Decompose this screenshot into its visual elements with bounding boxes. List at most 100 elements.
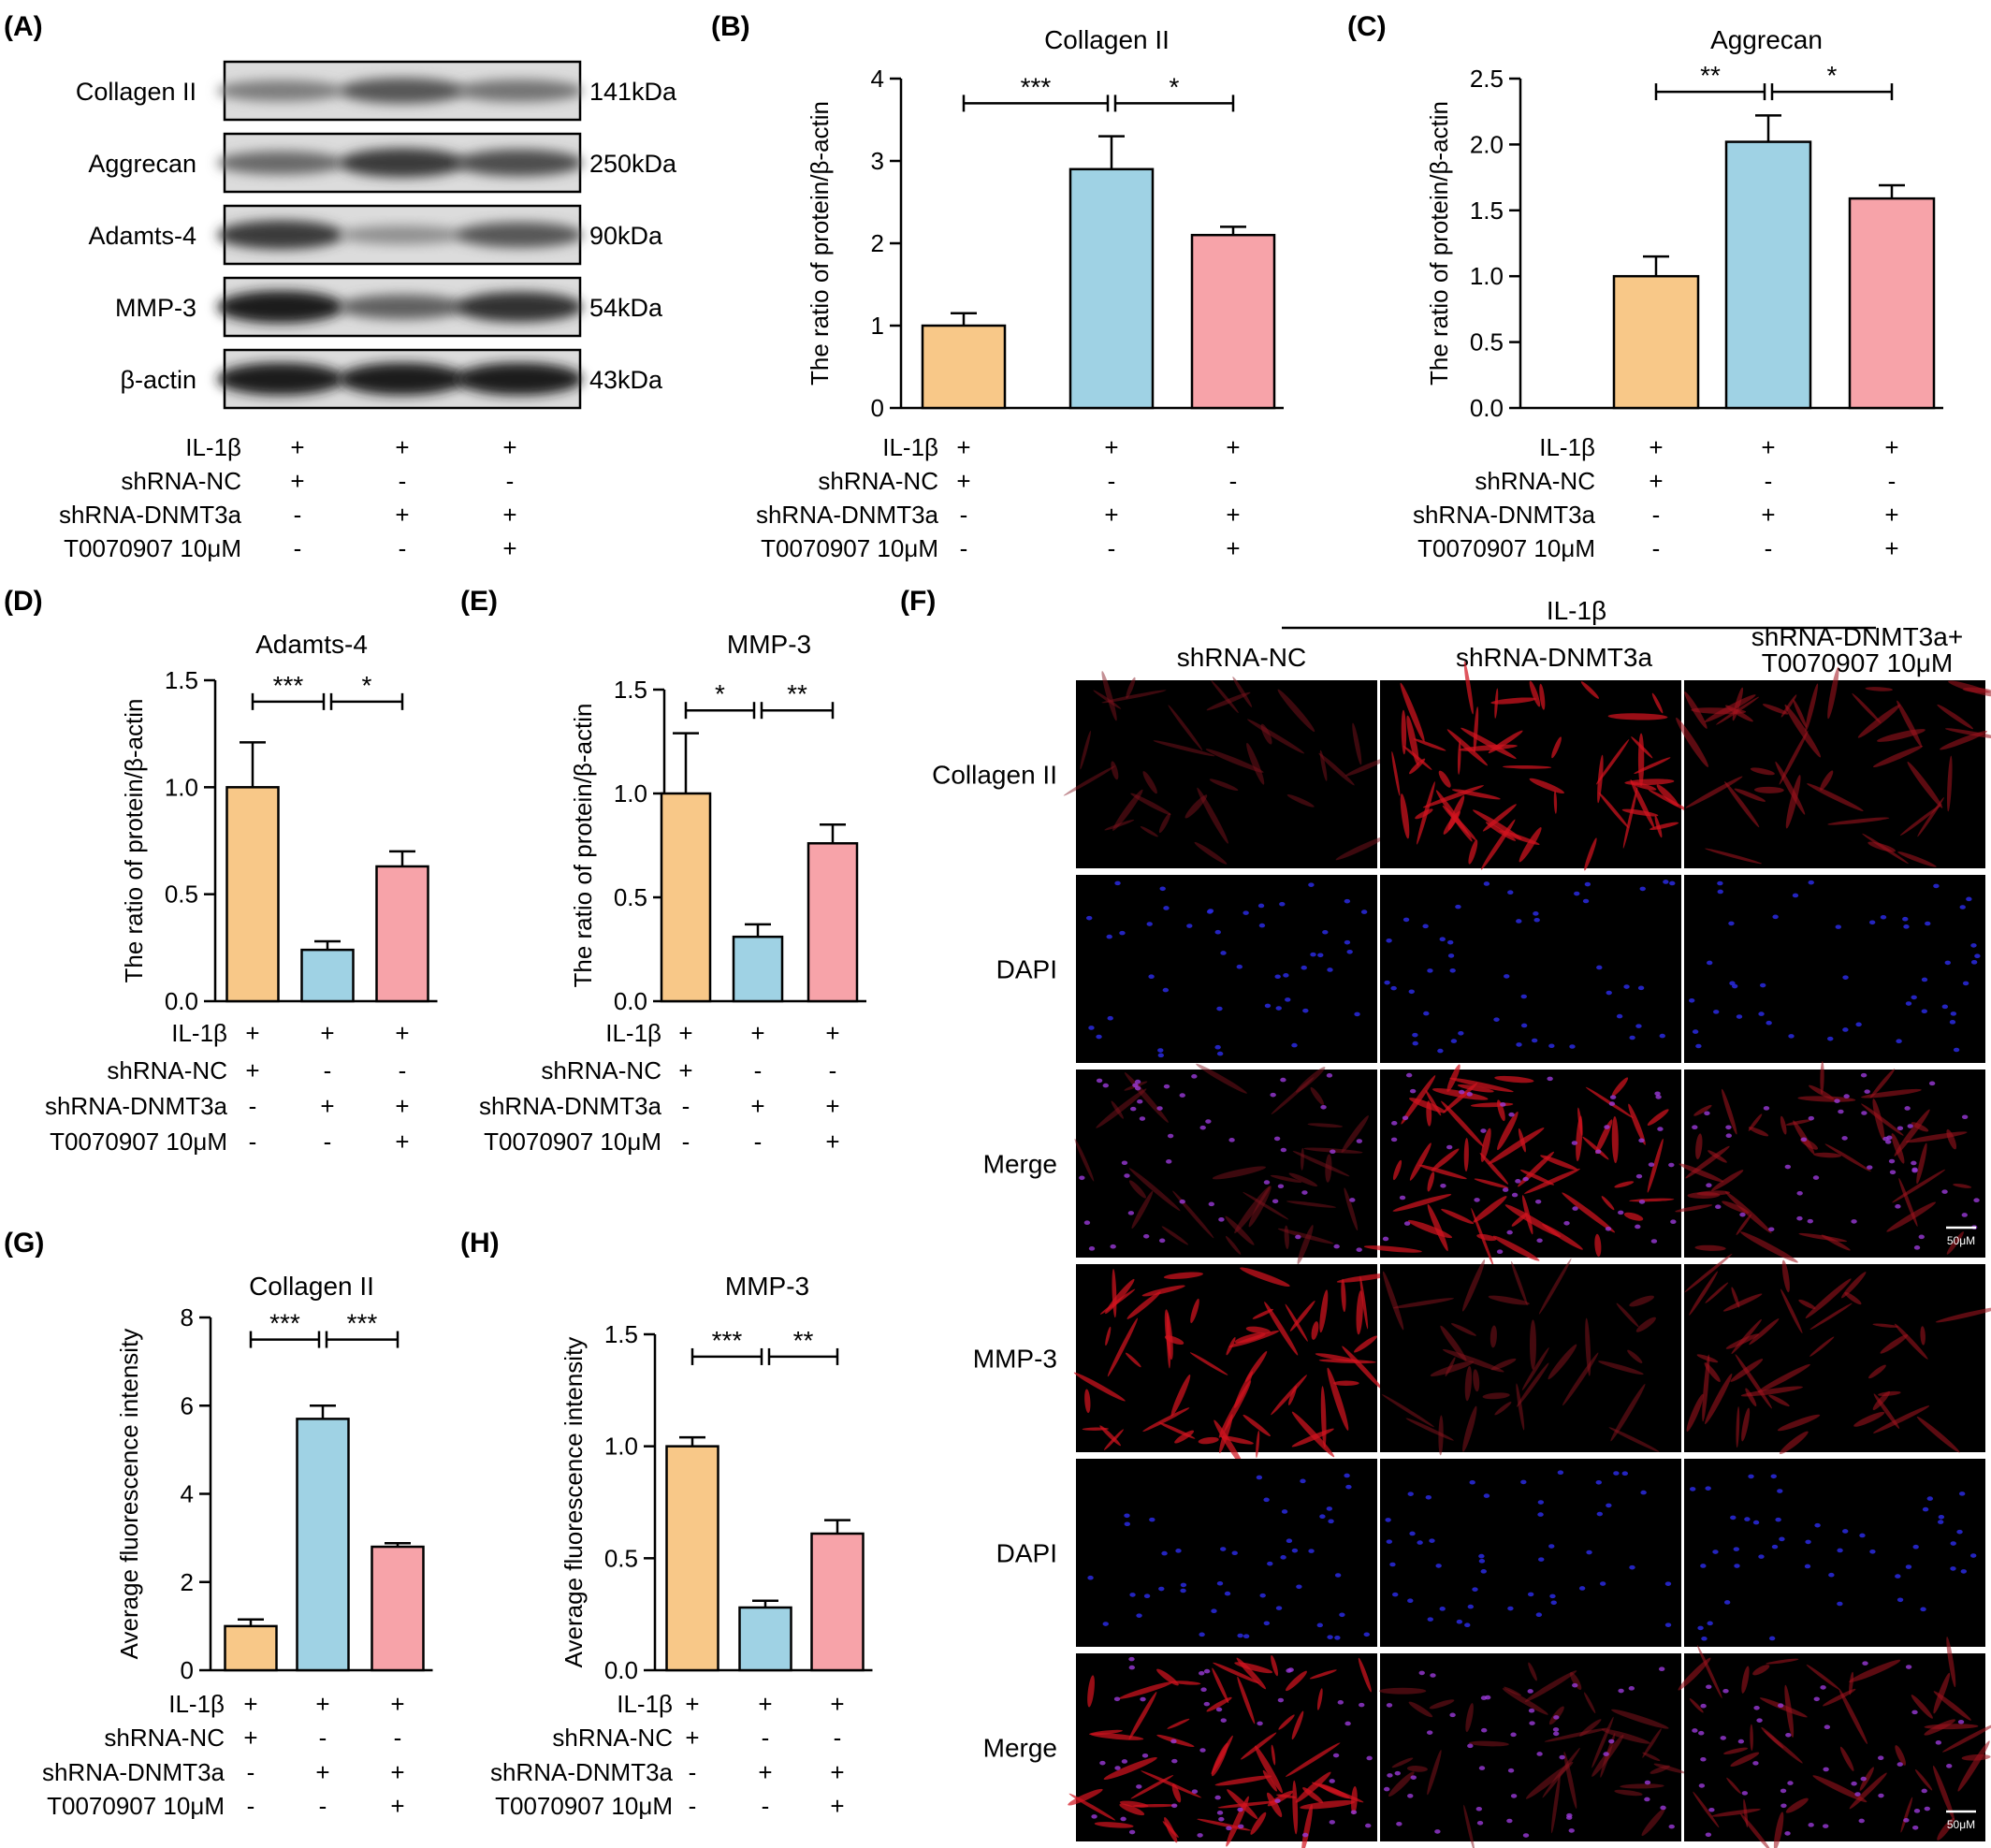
cell-nucleus xyxy=(1287,1667,1294,1672)
cell-cytoplasm xyxy=(1446,729,1489,766)
bar xyxy=(1724,140,1812,410)
cell-cytoplasm xyxy=(1824,1143,1871,1172)
cell-nucleus xyxy=(1426,1730,1433,1735)
cell-cytoplasm xyxy=(1388,1771,1415,1797)
cell-nucleus xyxy=(1700,1703,1707,1709)
cell-cytoplasm xyxy=(1392,1298,1454,1309)
cell-cytoplasm xyxy=(1295,1067,1326,1093)
cell-nucleus xyxy=(1157,1053,1165,1058)
cell-nucleus xyxy=(1478,1553,1485,1559)
cell-nucleus xyxy=(1572,1682,1578,1688)
cell-cytoplasm xyxy=(1785,775,1801,829)
cell-cytoplasm xyxy=(1417,781,1435,845)
cell-nucleus xyxy=(1655,1095,1662,1099)
cell-nucleus xyxy=(1237,1633,1243,1638)
column-label: T0070907 10μM xyxy=(1762,648,1954,677)
cell-cytoplasm xyxy=(1809,1084,1835,1100)
cell-nucleus xyxy=(1218,1816,1225,1822)
cell-cytoplasm xyxy=(1292,1150,1350,1177)
cell-nucleus xyxy=(1329,1779,1335,1783)
cell-nucleus xyxy=(1392,1592,1399,1597)
cell-nucleus xyxy=(1320,1105,1327,1110)
cell-nucleus xyxy=(1458,1031,1464,1036)
cell-cytoplasm xyxy=(1686,1393,1704,1433)
cell-cytoplasm xyxy=(1462,1405,1477,1452)
cell-cytoplasm xyxy=(1762,704,1789,715)
blot-band xyxy=(217,290,344,324)
cell-cytoplasm xyxy=(1243,1191,1289,1220)
cell-cytoplasm xyxy=(1344,757,1389,777)
micrograph xyxy=(1676,666,1991,868)
cell-cytoplasm xyxy=(1689,1698,1704,1713)
cell-cytoplasm xyxy=(1284,1225,1289,1249)
cell-cytoplasm xyxy=(1286,793,1315,808)
cell-nucleus xyxy=(1566,1815,1573,1820)
condition-sign: - xyxy=(689,1758,697,1786)
cell-cytoplasm xyxy=(1271,1744,1276,1766)
chart-title: MMP-3 xyxy=(725,1272,809,1301)
cell-nucleus xyxy=(1218,1217,1225,1222)
cell-cytoplasm xyxy=(1583,1692,1596,1714)
cell-nucleus xyxy=(1162,987,1170,993)
cell-cytoplasm xyxy=(1480,1128,1491,1162)
cell-nucleus xyxy=(1143,1593,1151,1599)
cell-nucleus xyxy=(1862,1661,1868,1666)
cell-cytoplasm xyxy=(1827,817,1890,825)
cell-nucleus xyxy=(1926,1496,1934,1501)
cell-nucleus xyxy=(1308,1549,1315,1553)
condition-sign: + xyxy=(685,1724,699,1752)
cell-nucleus xyxy=(1668,1162,1675,1168)
cell-nucleus xyxy=(1330,1149,1336,1155)
cell-cytoplasm xyxy=(1244,1350,1268,1382)
cell-nucleus xyxy=(1440,1183,1446,1188)
cell-nucleus xyxy=(1328,1519,1334,1524)
cell-nucleus xyxy=(1758,1554,1765,1559)
cell-cytoplasm xyxy=(1440,1325,1467,1362)
cell-cytoplasm xyxy=(1130,1774,1174,1799)
cell-nucleus xyxy=(1410,1775,1417,1780)
cell-cytoplasm xyxy=(1194,841,1228,865)
cell-nucleus xyxy=(1163,1084,1170,1089)
cell-nucleus xyxy=(1520,1479,1527,1485)
cell-cytoplasm xyxy=(1490,1358,1517,1371)
cell-nucleus xyxy=(1697,1625,1704,1631)
cell-cytoplasm xyxy=(1409,758,1426,775)
cell-cytoplasm xyxy=(1465,1703,1474,1733)
panel-label: (G) xyxy=(4,1228,44,1259)
condition-sign: + xyxy=(320,1092,334,1120)
blot-strip xyxy=(217,348,583,410)
cell-cytoplasm xyxy=(1234,1186,1271,1234)
cell-cytoplasm xyxy=(1897,851,1937,867)
cell-nucleus xyxy=(1257,1721,1263,1726)
cell-cytoplasm xyxy=(1271,1077,1315,1115)
cell-nucleus xyxy=(1408,989,1415,995)
blot-band xyxy=(456,291,583,323)
cell-nucleus xyxy=(1970,960,1978,965)
blot-band xyxy=(456,149,583,177)
cell-nucleus xyxy=(1896,1039,1902,1043)
cell-cytoplasm xyxy=(1946,1231,1964,1255)
cell-nucleus xyxy=(1091,1814,1097,1819)
cell-cytoplasm xyxy=(1947,755,1953,812)
cell-cytoplasm xyxy=(1084,1389,1091,1414)
condition-sign: - xyxy=(1652,534,1661,562)
cell-cytoplasm xyxy=(1868,1364,1886,1379)
cell-cytoplasm xyxy=(1431,1148,1460,1171)
cell-cytoplasm xyxy=(1627,1349,1643,1363)
cell-nucleus xyxy=(1878,1793,1884,1798)
cell-nucleus xyxy=(1170,1739,1177,1744)
condition-sign: + xyxy=(825,1019,839,1047)
cell-nucleus xyxy=(1766,1020,1772,1026)
cell-nucleus xyxy=(1418,1670,1425,1676)
cell-cytoplasm xyxy=(1344,1187,1359,1231)
cell-cytoplasm xyxy=(1731,1318,1762,1355)
micrograph xyxy=(1684,1253,1991,1455)
cell-nucleus xyxy=(1502,1187,1509,1192)
cell-nucleus xyxy=(1087,1575,1094,1580)
cell-cytoplasm xyxy=(1838,1688,1868,1745)
cell-nucleus xyxy=(1605,1226,1612,1231)
cell-nucleus xyxy=(1648,1162,1655,1167)
cell-cytoplasm xyxy=(1859,1767,1874,1791)
cell-nucleus xyxy=(1163,906,1170,910)
